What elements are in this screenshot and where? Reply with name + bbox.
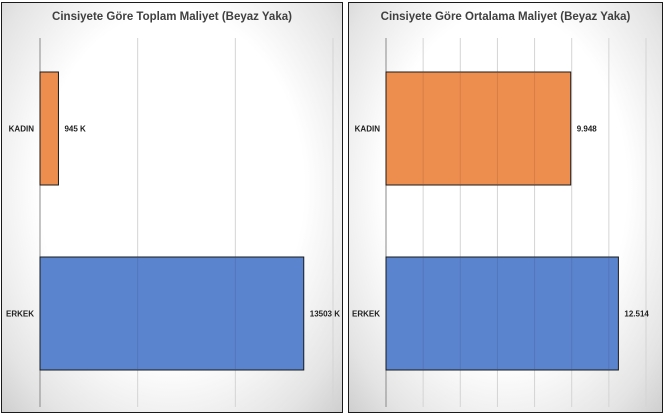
- data-label: 13503 K: [310, 310, 340, 319]
- bar-erkek: [39, 256, 305, 371]
- category-label: KADIN: [355, 125, 381, 134]
- chart-title: Cinsiyete Göre Toplam Maliyet (Beyaz Yak…: [52, 11, 292, 23]
- chart-panel-total-cost: Cinsiyete Göre Toplam Maliyet (Beyaz Yak…: [1, 2, 343, 413]
- category-label: KADIN: [9, 125, 35, 134]
- chart-title: Cinsiyete Göre Ortalama Maliyet (Beyaz Y…: [380, 11, 631, 23]
- chart-panel-average-cost: Cinsiyete Göre Ortalama Maliyet (Beyaz Y…: [348, 2, 663, 413]
- bar-kadin: [39, 71, 59, 186]
- bar-kadin: [385, 71, 572, 186]
- data-label: 9.948: [577, 125, 598, 134]
- category-label: ERKEK: [352, 310, 380, 319]
- data-label: 945 K: [64, 125, 86, 134]
- category-label: ERKEK: [6, 310, 34, 319]
- bar-erkek: [385, 256, 619, 371]
- data-label: 12.514: [624, 310, 649, 319]
- bar-chart-average-cost: KADIN 9.948 ERKEK 12.514: [352, 38, 649, 407]
- bar-chart-total-cost: KADIN 945 K ERKEK 13503 K: [6, 38, 340, 407]
